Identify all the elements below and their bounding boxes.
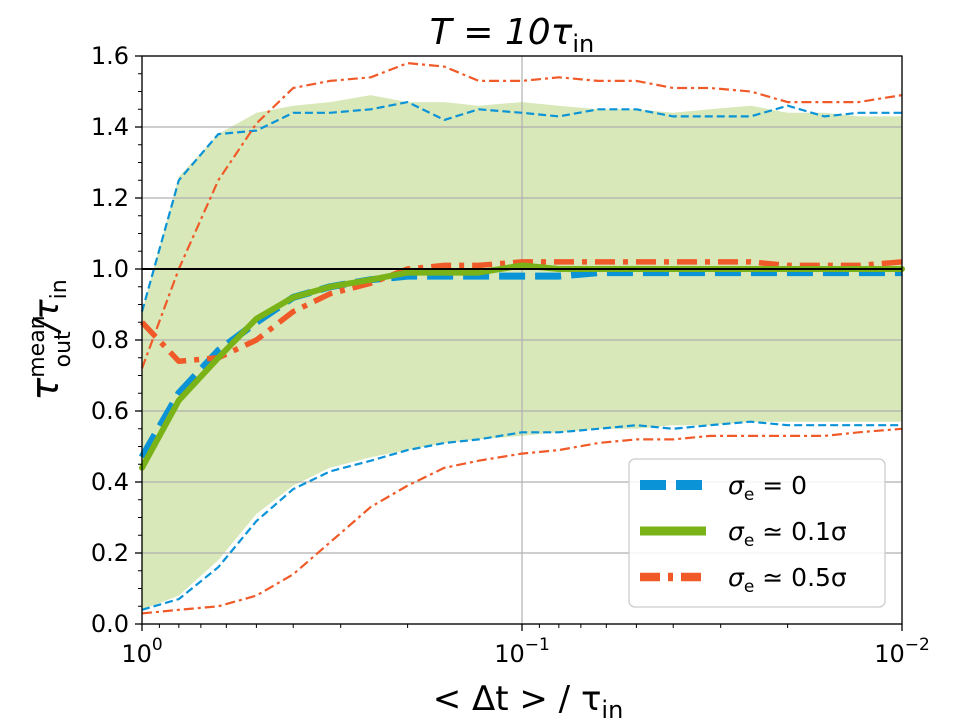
y-tick-label-6: 1.2 bbox=[91, 184, 129, 212]
y-tick-label-8: 1.6 bbox=[91, 42, 129, 70]
y-axis-title-sub: out bbox=[51, 331, 76, 367]
legend-label-sub-0: e bbox=[744, 485, 754, 505]
series-layer bbox=[138, 61, 905, 615]
plot-area bbox=[138, 55, 905, 625]
x-tick-label-base-0: 10 bbox=[121, 640, 152, 668]
x-tick-label-exp-2: −2 bbox=[905, 635, 930, 655]
legend-label-rest-1: ≃ 0.1σ bbox=[754, 517, 847, 546]
x-tick-label-exp-0: 0 bbox=[152, 635, 163, 655]
y-tick-label-7: 1.4 bbox=[91, 113, 129, 141]
x-tick-label-exp-1: −1 bbox=[525, 635, 550, 655]
x-tick-label-2: 10−2 bbox=[874, 635, 930, 668]
legend-label-0: σe = 0 bbox=[728, 471, 807, 505]
x-axis-title: < Δt > / τin bbox=[433, 679, 624, 720]
legend-label-2: σe ≃ 0.5σ bbox=[728, 563, 847, 597]
x-axis-title-main: < Δt > / τ bbox=[433, 679, 602, 719]
legend-label-base-2: σ bbox=[728, 563, 745, 592]
y-axis-title-slash: /τ bbox=[27, 299, 67, 334]
y-tick-label-2: 0.4 bbox=[91, 468, 129, 496]
legend-label-rest-0: = 0 bbox=[754, 471, 807, 500]
x-tick-label-base-2: 10 bbox=[874, 640, 905, 668]
y-axis-title-main: τ bbox=[23, 377, 67, 401]
y-tick-label-5: 1.0 bbox=[91, 255, 129, 283]
chart-title-sub: in bbox=[572, 30, 594, 58]
y-tick-label-0: 0.0 bbox=[91, 610, 129, 638]
y-tick-label-3: 0.6 bbox=[91, 397, 129, 425]
legend-label-rest-2: ≃ 0.5σ bbox=[754, 563, 847, 592]
y-tick-label-4: 0.8 bbox=[91, 326, 129, 354]
y-axis-title: τmeanout/τin bbox=[23, 279, 76, 400]
y-axis-title-sup: mean bbox=[25, 315, 50, 377]
legend-box bbox=[628, 458, 886, 608]
series-line-6 bbox=[141, 427, 903, 615]
series-line-3 bbox=[140, 100, 902, 312]
legend-label-sub-2: e bbox=[744, 577, 754, 597]
x-tick-label-1: 10−1 bbox=[494, 635, 550, 668]
x-tick-label-0: 100 bbox=[121, 635, 162, 668]
chart-title: T = 10τin bbox=[430, 12, 594, 58]
series-line-2 bbox=[139, 259, 903, 365]
chart-title-main: T = 10τ bbox=[430, 12, 573, 53]
legend-label-base-0: σ bbox=[728, 471, 745, 500]
legend-label-1: σe ≃ 0.1σ bbox=[728, 517, 847, 551]
series-line-4 bbox=[141, 420, 902, 611]
y-tick-label-1: 0.2 bbox=[91, 539, 129, 567]
legend-label-base-1: σ bbox=[728, 517, 745, 546]
series-line-5 bbox=[140, 61, 903, 369]
legend-label-sub-1: e bbox=[744, 531, 754, 551]
x-axis-title-sub: in bbox=[601, 696, 623, 720]
y-axis-title-sub2: in bbox=[47, 279, 72, 299]
x-tick-label-base-1: 10 bbox=[494, 640, 525, 668]
